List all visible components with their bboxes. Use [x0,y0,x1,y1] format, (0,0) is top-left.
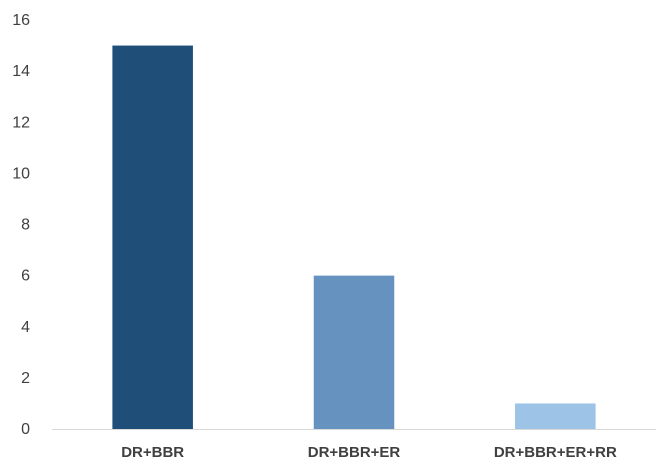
y-tick-label: 4 [21,319,30,336]
y-tick-label: 6 [21,268,30,285]
bars-group [112,45,596,429]
y-tick-label: 10 [12,165,30,182]
x-category-label: DR+BBR [121,444,184,461]
y-axis-tick-labels: 0 2 4 6 8 10 12 14 16 [12,12,30,438]
y-tick-label: 0 [21,421,30,438]
y-tick-label: 12 [12,114,30,131]
y-tick-label: 16 [12,12,30,29]
y-tick-label: 14 [12,63,30,80]
x-category-label: DR+BBR+ER+RR [494,444,617,461]
y-tick-label: 8 [21,217,30,234]
bar [515,403,596,429]
x-category-label: DR+BBR+ER [308,444,401,461]
y-tick-label: 2 [21,370,30,387]
x-axis-category-labels: DR+BBR DR+BBR+ER DR+BBR+ER+RR [121,444,617,461]
bar [313,275,395,429]
bar [112,45,193,429]
